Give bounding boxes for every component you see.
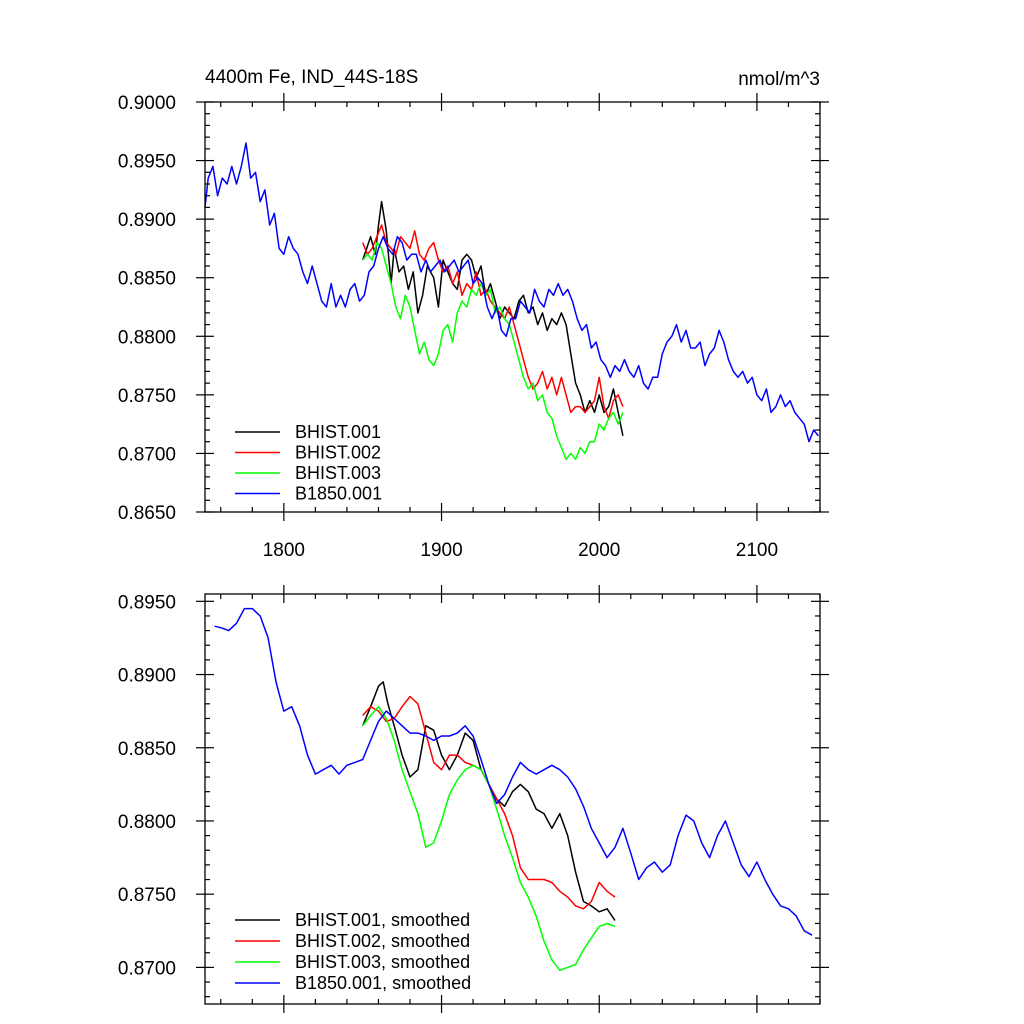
y-tick-label: 0.8800 [118,327,176,348]
y-tick-label: 0.8650 [118,503,176,524]
legend-label: BHIST.002, smoothed [295,931,470,951]
plot-frame [204,101,821,513]
y-tick-label: 0.9000 [118,93,176,114]
x-tick-label: 1900 [420,540,462,561]
y-tick-label: 0.8800 [118,812,176,833]
series-line [362,241,624,461]
legend-label: BHIST.001, smoothed [295,910,470,930]
legend-label: BHIST.002 [295,443,381,463]
y-tick-label: 0.8850 [118,269,176,290]
y-tick-label: 0.8950 [118,152,176,173]
series-line [362,224,624,420]
series-line [214,607,813,936]
legend-label: BHIST.003, smoothed [295,952,470,972]
legend-label: B1850.001 [295,484,382,504]
x-tick-label: 2100 [736,540,778,561]
y-tick-label: 0.8850 [118,739,176,760]
chart-title: 4400m Fe, IND_44S-18S [205,67,418,88]
y-tick-label: 0.8900 [118,210,176,231]
x-tick-label: 2000 [578,540,620,561]
legend-label: BHIST.003 [295,463,381,483]
x-tick-label: 1800 [263,540,305,561]
plot-frame [204,593,821,1005]
y-tick-label: 0.8950 [118,592,176,613]
y-tick-label: 0.8900 [118,666,176,687]
legend-label: B1850.001, smoothed [295,973,471,993]
y-tick-label: 0.8750 [118,885,176,906]
y-tick-label: 0.8700 [118,958,176,979]
y-tick-label: 0.8750 [118,386,176,407]
y-tick-label: 0.8700 [118,444,176,465]
top-chart: 4400m Fe, IND_44S-18S nmol/m^3 1800 1900 2… [118,67,829,561]
units-label: nmol/m^3 [738,69,820,90]
series-line [362,681,616,921]
series-line [361,200,624,437]
bottom-chart: 0.8700 0.8750 0.8800 0.8850 0.8900 0.8950 BHI… [118,585,829,1013]
legend-label: BHIST.001 [295,422,381,442]
series-line [204,142,819,443]
